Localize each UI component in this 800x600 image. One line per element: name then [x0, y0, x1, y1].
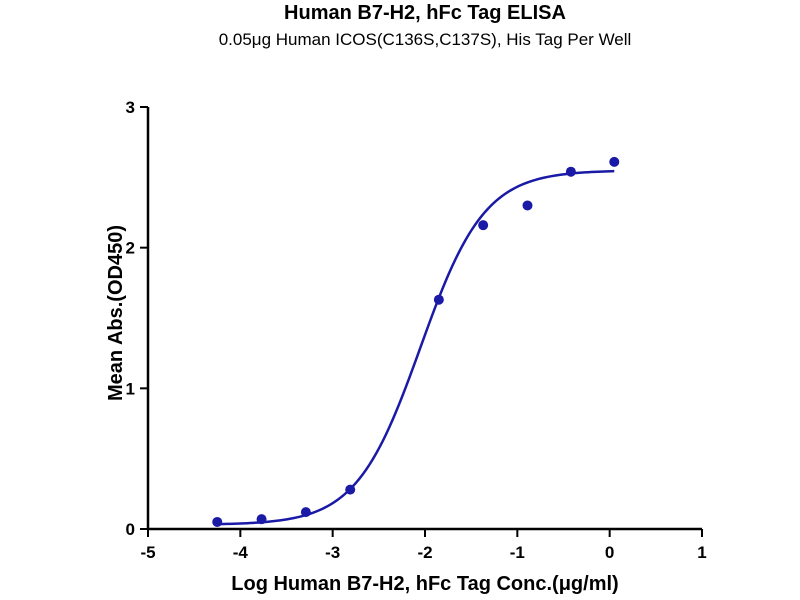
- data-point: [565, 166, 576, 177]
- data-point: [478, 220, 489, 231]
- x-tick-label: 0: [605, 543, 614, 562]
- chart-title: Human B7-H2, hFc Tag ELISA: [284, 2, 566, 24]
- fit-curve: [217, 169, 615, 526]
- data-points: [212, 156, 620, 527]
- data-point: [345, 484, 356, 495]
- x-tick-label: -1: [510, 543, 525, 562]
- x-tick-label: -3: [325, 543, 340, 562]
- data-point: [609, 156, 620, 167]
- tick-group: -5 -4 -3 -2 -1 0 1 0 1 2 3: [126, 98, 707, 562]
- y-axis-title: Mean Abs.(OD450): [105, 225, 127, 401]
- y-tick-label: 2: [126, 239, 135, 258]
- y-tick-label: 3: [126, 98, 135, 117]
- data-point: [256, 514, 267, 525]
- data-point: [433, 294, 444, 305]
- x-axis-title: Log Human B7-H2, hFc Tag Conc.(μg/ml): [231, 573, 618, 595]
- x-tick-label: -5: [140, 543, 155, 562]
- data-point: [300, 507, 311, 518]
- y-tick-label: 1: [126, 379, 135, 398]
- y-tick-label: 0: [126, 520, 135, 539]
- data-point: [212, 516, 223, 527]
- chart-subtitle: 0.05μg Human ICOS(C136S,C137S), His Tag …: [218, 30, 632, 49]
- axes: [146, 107, 702, 531]
- x-tick-label: -4: [233, 543, 249, 562]
- x-tick-label: 1: [697, 543, 706, 562]
- data-point: [522, 200, 533, 211]
- x-tick-label: -2: [417, 543, 432, 562]
